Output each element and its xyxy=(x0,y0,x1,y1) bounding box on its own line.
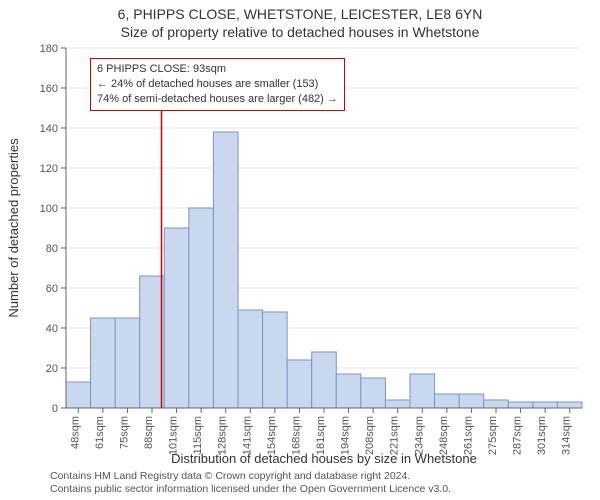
svg-text:194sqm: 194sqm xyxy=(340,416,352,455)
svg-text:168sqm: 168sqm xyxy=(290,416,302,455)
svg-text:154sqm: 154sqm xyxy=(266,416,278,455)
svg-text:Distribution of detached house: Distribution of detached houses by size … xyxy=(171,451,477,466)
svg-text:301sqm: 301sqm xyxy=(536,416,548,455)
svg-text:261sqm: 261sqm xyxy=(462,416,474,455)
svg-text:88sqm: 88sqm xyxy=(143,416,155,449)
footer-line-1: Contains HM Land Registry data © Crown c… xyxy=(50,470,451,483)
property-callout: 6 PHIPPS CLOSE: 93sqm ← 24% of detached … xyxy=(90,58,345,111)
svg-text:141sqm: 141sqm xyxy=(241,416,253,455)
svg-text:101sqm: 101sqm xyxy=(168,416,180,455)
svg-text:181sqm: 181sqm xyxy=(315,416,327,455)
svg-text:120: 120 xyxy=(40,163,58,175)
svg-text:20: 20 xyxy=(46,363,58,375)
page: 6, PHIPPS CLOSE, WHETSTONE, LEICESTER, L… xyxy=(0,0,600,500)
svg-text:221sqm: 221sqm xyxy=(389,416,401,455)
svg-text:75sqm: 75sqm xyxy=(118,416,130,449)
svg-text:275sqm: 275sqm xyxy=(487,416,499,455)
callout-line-2: ← 24% of detached houses are smaller (15… xyxy=(97,77,338,92)
svg-text:60: 60 xyxy=(46,283,58,295)
svg-text:48sqm: 48sqm xyxy=(69,416,81,449)
footer: Contains HM Land Registry data © Crown c… xyxy=(50,470,451,496)
svg-text:128sqm: 128sqm xyxy=(217,416,229,455)
svg-text:287sqm: 287sqm xyxy=(512,416,524,455)
svg-text:61sqm: 61sqm xyxy=(94,416,106,449)
svg-text:100: 100 xyxy=(40,203,58,215)
callout-line-1: 6 PHIPPS CLOSE: 93sqm xyxy=(97,62,338,77)
svg-text:80: 80 xyxy=(46,243,58,255)
svg-text:40: 40 xyxy=(46,323,58,335)
svg-text:314sqm: 314sqm xyxy=(561,416,573,455)
svg-text:140: 140 xyxy=(40,123,58,135)
callout-line-3: 74% of semi-detached houses are larger (… xyxy=(97,92,338,107)
svg-text:160: 160 xyxy=(40,83,58,95)
svg-text:Number of detached properties: Number of detached properties xyxy=(6,138,21,318)
svg-text:208sqm: 208sqm xyxy=(364,416,376,455)
svg-text:0: 0 xyxy=(52,403,58,415)
svg-text:234sqm: 234sqm xyxy=(413,416,425,455)
footer-line-2: Contains public sector information licen… xyxy=(50,483,451,496)
svg-text:248sqm: 248sqm xyxy=(438,416,450,455)
svg-text:180: 180 xyxy=(40,43,58,55)
svg-text:115sqm: 115sqm xyxy=(192,416,204,454)
